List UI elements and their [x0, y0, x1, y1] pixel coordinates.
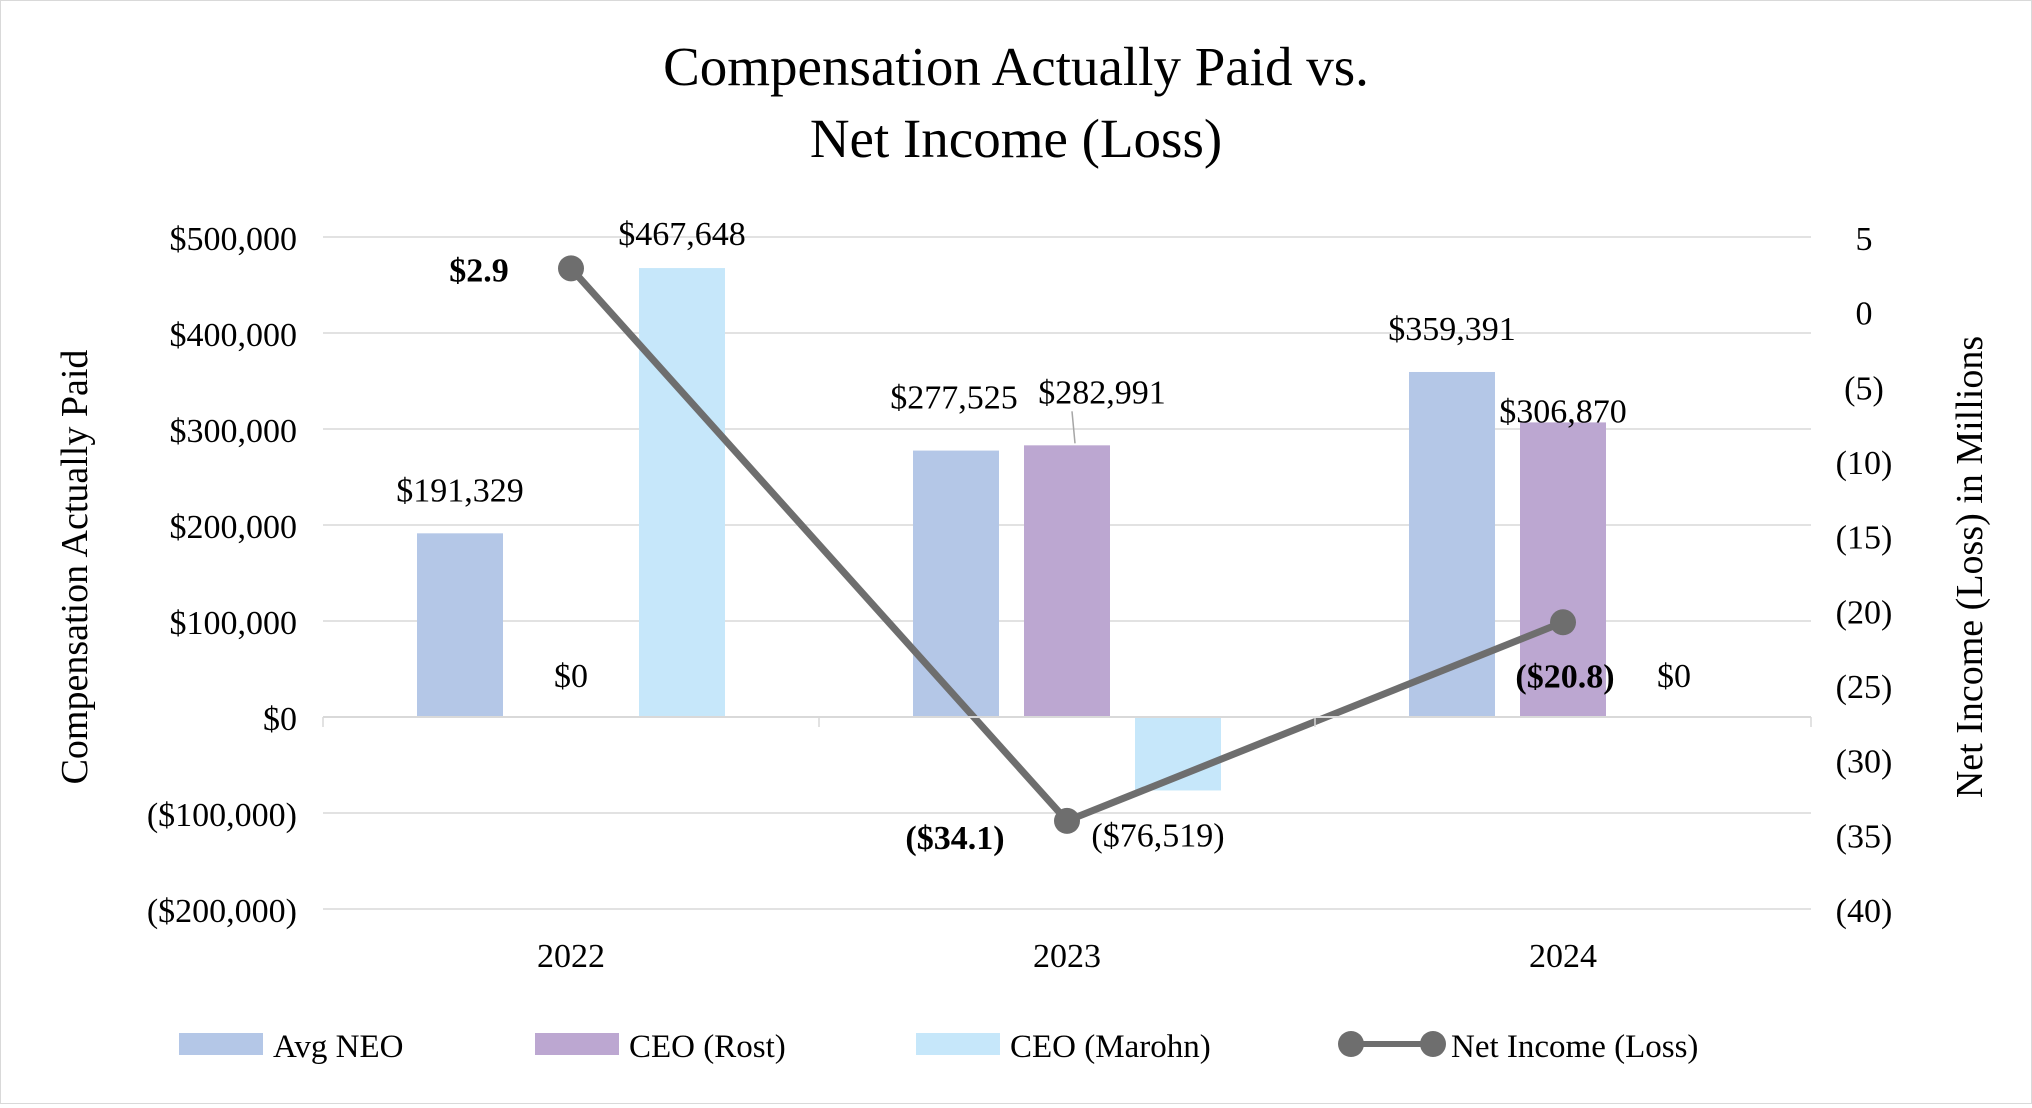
y-tick-label: ($200,000)	[147, 893, 297, 930]
chart-title-line-2: Net Income (Loss)	[810, 108, 1222, 169]
y2-tick-label: (20)	[1836, 594, 1893, 631]
bar-label-ceo-rost-2022: $0	[554, 658, 588, 695]
y2-tick-label: (25)	[1836, 669, 1893, 706]
bar-label-ceo-marohn-2022: $467,648	[618, 216, 746, 253]
y-tick-label: $100,000	[170, 605, 298, 642]
bar-ceo-marohn-2022	[639, 268, 725, 717]
x-category-label: 2024	[1529, 938, 1597, 975]
y2-tick-label: 0	[1856, 296, 1873, 333]
bar-label-avg-neo-2023: $277,525	[890, 380, 1018, 417]
legend-marker-right	[1420, 1031, 1446, 1057]
net-income-point-2022	[558, 255, 584, 282]
y2-tick-label: (35)	[1836, 818, 1893, 855]
leader-line	[1071, 411, 1076, 444]
y2-tick-label: (5)	[1844, 370, 1884, 407]
x-category-label: 2022	[537, 938, 605, 975]
legend-label-avg-neo: Avg NEO	[273, 1029, 403, 1065]
bar-label-ceo-marohn-2023: ($76,519)	[1091, 817, 1224, 854]
y2-tick-label: (10)	[1836, 445, 1893, 482]
bar-series	[417, 268, 1606, 791]
legend-item-ceo-rost[interactable]: CEO (Rost)	[535, 1029, 786, 1065]
chart-title-line-1: Compensation Actually Paid vs.	[663, 36, 1369, 97]
y-tick-label: $200,000	[170, 509, 298, 546]
bar-avg-neo-2024	[1409, 371, 1495, 717]
bar-avg-neo-2023	[913, 450, 999, 717]
y-tick-label: $500,000	[170, 221, 298, 258]
legend-label-net-income: Net Income (Loss)	[1451, 1029, 1698, 1065]
net-income-line	[558, 255, 1576, 834]
bar-label-ceo-rost-2024: $306,870	[1499, 393, 1627, 430]
legend-marker-left	[1338, 1031, 1364, 1057]
bar-label-avg-neo-2022: $191,329	[396, 472, 524, 509]
legend-swatch-avg-neo	[179, 1033, 263, 1055]
legend-swatch-ceo-rost	[535, 1033, 619, 1055]
y2-tick-label: (40)	[1836, 893, 1893, 930]
axes: $500,000 $400,000 $300,000 $200,000 $100,000…	[147, 221, 1892, 975]
data-labels: $191,329 $277,525 $359,391 $0 $282,991 $306,8…	[396, 216, 1691, 857]
net-income-point-2023	[1054, 807, 1080, 834]
net-income-point-2024	[1550, 609, 1576, 636]
bar-avg-neo-2022	[417, 533, 503, 717]
y-tick-label: $0	[263, 701, 297, 738]
y2-tick-label: (30)	[1836, 744, 1893, 781]
legend-item-net-income[interactable]: Net Income (Loss)	[1338, 1029, 1698, 1065]
x-category-label: 2023	[1033, 938, 1101, 975]
y-tick-label: $400,000	[170, 317, 298, 354]
legend-item-avg-neo[interactable]: Avg NEO	[179, 1029, 403, 1065]
legend-item-ceo-marohn[interactable]: CEO (Marohn)	[916, 1029, 1211, 1065]
net-income-label-2022: $2.9	[449, 252, 509, 289]
y-tick-label: ($100,000)	[147, 797, 297, 834]
net-income-label-2023: ($34.1)	[905, 820, 1004, 857]
y-tick-label: $300,000	[170, 413, 298, 450]
bar-label-ceo-rost-2023: $282,991	[1038, 374, 1166, 411]
y2-axis-title: Net Income (Loss) in Millions	[1949, 336, 1991, 798]
legend: Avg NEO CEO (Rost) CEO (Marohn) Net Inco…	[179, 1029, 1698, 1065]
legend-label-ceo-rost: CEO (Rost)	[629, 1029, 786, 1065]
legend-label-ceo-marohn: CEO (Marohn)	[1010, 1029, 1211, 1065]
y2-tick-label: (15)	[1836, 520, 1893, 557]
net-income-label-2024: ($20.8)	[1515, 658, 1614, 695]
legend-swatch-ceo-marohn	[916, 1033, 1000, 1055]
bar-ceo-rost-2024	[1520, 422, 1606, 717]
y-axis-title: Compensation Actually Paid	[54, 350, 96, 785]
bar-label-avg-neo-2024: $359,391	[1388, 311, 1516, 348]
bar-label-ceo-marohn-2024: $0	[1657, 658, 1691, 695]
label-leader-lines	[1071, 411, 1076, 444]
bar-ceo-rost-2023	[1024, 445, 1110, 717]
y2-tick-label: 5	[1856, 221, 1873, 258]
